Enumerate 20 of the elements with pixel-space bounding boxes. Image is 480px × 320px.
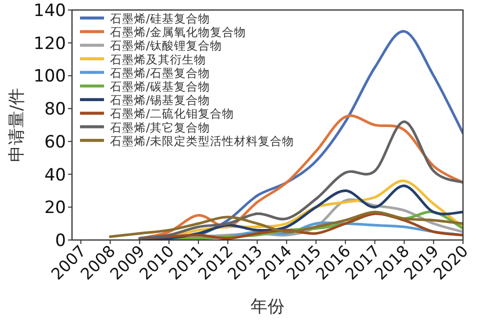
legend-label: 石墨烯/二硫化钼复合物 — [110, 106, 234, 121]
y-tick-label: 120 — [34, 34, 66, 54]
legend-label: 石墨烯/锡基复合物 — [110, 93, 210, 108]
x-axis-title: 年份 — [250, 297, 284, 317]
y-tick-label: 20 — [44, 198, 66, 218]
y-tick-label: 140 — [34, 1, 66, 21]
y-axis-title: 申请量/件 — [7, 88, 27, 162]
legend-label: 石墨烯/其它复合物 — [110, 120, 210, 134]
legend-label: 石墨烯/硅基复合物 — [110, 12, 210, 26]
legend-label: 石墨烯/未限定类型活性材料复合物 — [110, 134, 294, 148]
legend-label: 石墨烯/钛酸锂复合物 — [110, 38, 222, 53]
legend-label: 石墨烯/金属氧化物复合物 — [110, 25, 246, 40]
legend-label: 石墨烯/碳基复合物 — [110, 80, 210, 94]
y-tick-label: 80 — [44, 100, 66, 120]
legend-label: 石墨烯及其衍生物 — [110, 52, 206, 66]
y-tick-label: 0 — [55, 231, 66, 251]
y-tick-label: 40 — [44, 165, 66, 186]
y-tick-label: 100 — [34, 66, 66, 87]
y-tick-label: 60 — [44, 132, 66, 152]
legend-label: 石墨烯/石墨复合物 — [110, 66, 210, 80]
